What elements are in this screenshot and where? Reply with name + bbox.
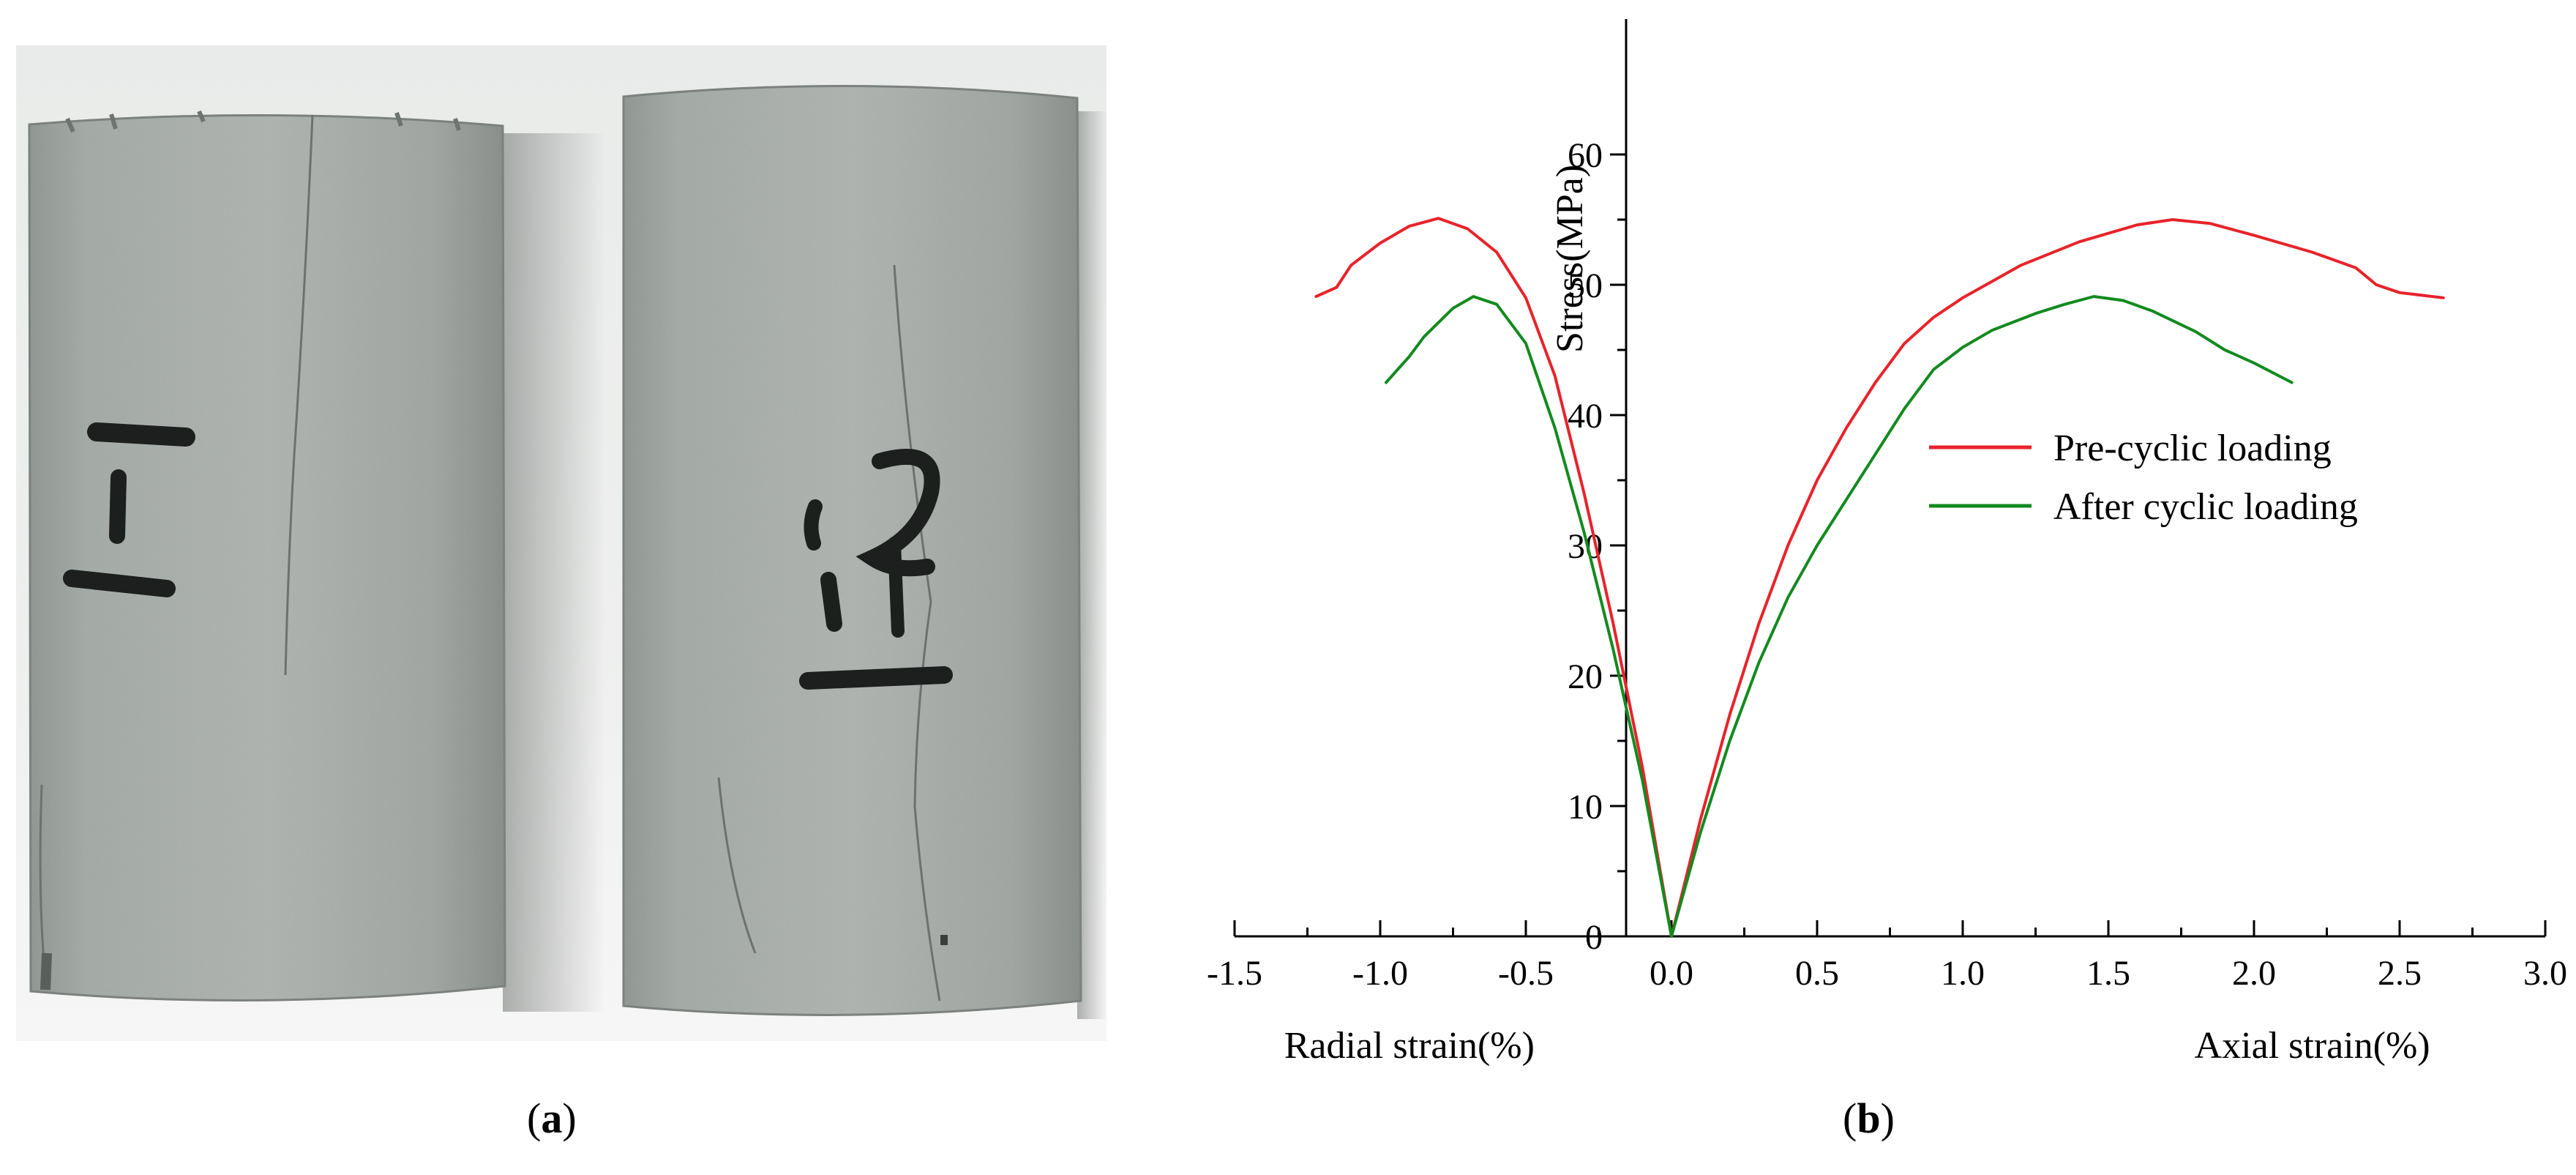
- x-tick-label: -1.5: [1207, 954, 1262, 993]
- y-tick-label: 20: [1568, 657, 1603, 696]
- specimen-photo: [16, 45, 1107, 1041]
- y-tick-label: 0: [1585, 918, 1603, 957]
- x-tick-label: -1.0: [1352, 954, 1408, 993]
- panel-b-caption: (b): [1843, 1094, 1895, 1142]
- series-line-2-axial: [1670, 295, 2294, 938]
- series-line-1-axial: [1670, 218, 2445, 938]
- y-axis-label: Stress(MPa): [1549, 165, 1591, 353]
- legend-label-1: Pre-cyclic loading: [2053, 428, 2332, 469]
- panel-a-caption: (a): [527, 1094, 577, 1142]
- x-axis-label-radial: Radial strain(%): [1284, 1025, 1535, 1067]
- y-tick-label: 40: [1568, 397, 1603, 436]
- y-tick-label: 50: [1568, 266, 1603, 305]
- x-axis-label-axial: Axial strain(%): [2195, 1025, 2430, 1067]
- y-tick-label: 10: [1568, 788, 1603, 827]
- specimen-label-1-1: [63, 422, 195, 597]
- x-tick-label: 2.5: [2378, 954, 2422, 993]
- x-tick-label: 2.0: [2232, 954, 2276, 993]
- x-tick-label: 1.0: [1941, 954, 1985, 993]
- specimen-1-2: [622, 84, 1082, 1016]
- series-line-2-radial: [1385, 295, 1673, 938]
- x-tick-label: 0.0: [1650, 954, 1693, 993]
- specimen-1-1: [28, 110, 506, 1001]
- legend-label-2: After cyclic loading: [2053, 486, 2358, 528]
- y-tick-label: 60: [1568, 136, 1603, 175]
- x-tick-label: 0.5: [1795, 954, 1839, 993]
- x-tick-label: 3.0: [2523, 954, 2567, 993]
- x-tick-label: -0.5: [1498, 954, 1554, 993]
- x-tick-label: 1.5: [2086, 954, 2130, 993]
- specimen-label-1-2: [799, 449, 953, 690]
- series-line-1-radial: [1314, 217, 1673, 938]
